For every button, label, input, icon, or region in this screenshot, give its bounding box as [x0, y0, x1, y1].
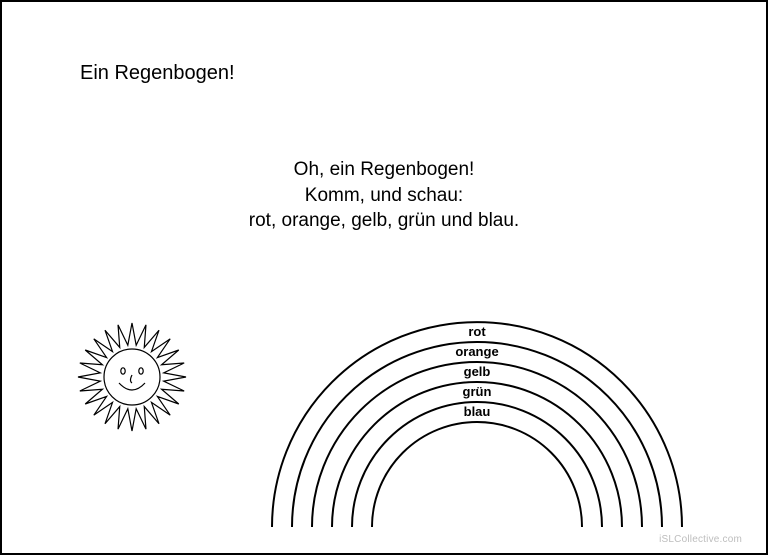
page-title: Ein Regenbogen! — [80, 62, 235, 85]
rainbow-band-label: orange — [455, 344, 498, 359]
rainbow-diagram: rot orange gelb grün blau — [257, 307, 697, 527]
watermark-text: iSLCollective.com — [659, 534, 742, 545]
sun-illustration — [62, 307, 202, 447]
poem-line-2: Komm, und schau: — [2, 183, 766, 209]
poem-line-1: Oh, ein Regenbogen! — [2, 157, 766, 183]
poem-block: Oh, ein Regenbogen! Komm, und schau: rot… — [2, 157, 766, 234]
rainbow-band-label: grün — [463, 384, 492, 399]
worksheet-page: Ein Regenbogen! Oh, ein Regenbogen! Komm… — [0, 0, 768, 555]
poem-line-3: rot, orange, gelb, grün und blau. — [2, 208, 766, 234]
rainbow-band-label: gelb — [464, 364, 491, 379]
rainbow-band-label: blau — [464, 404, 491, 419]
sun-icon — [62, 307, 202, 447]
rainbow-arcs: rot orange gelb grün blau — [257, 307, 697, 527]
rainbow-band-label: rot — [468, 324, 486, 339]
